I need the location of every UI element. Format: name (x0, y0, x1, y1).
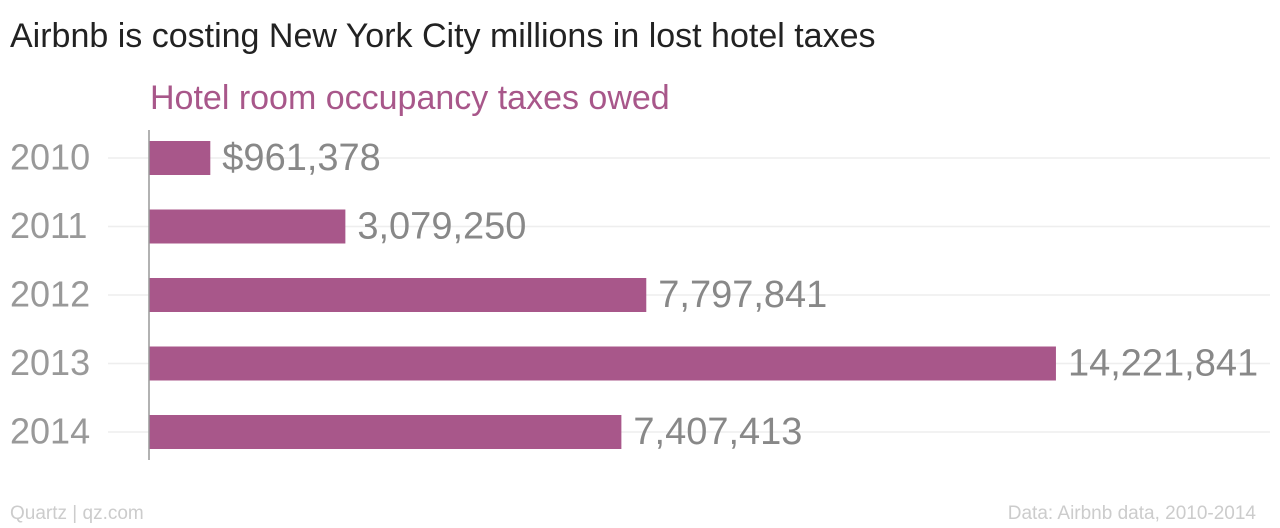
y-tick-label: 2010 (10, 137, 90, 178)
value-label: 3,079,250 (357, 206, 526, 248)
value-label: 7,407,413 (633, 411, 802, 453)
bar (149, 209, 346, 244)
chart-title: Airbnb is costing New York City millions… (10, 17, 876, 55)
y-tick-label: 2013 (10, 342, 90, 383)
value-label: 14,221,841 (1068, 343, 1258, 385)
bar (149, 415, 622, 449)
value-label: $961,378 (222, 137, 381, 179)
bar (149, 278, 647, 312)
y-tick-label: 2014 (10, 411, 90, 452)
bar (149, 346, 1056, 381)
y-tick-label: 2012 (10, 274, 90, 315)
source-left: Quartz | qz.com (10, 503, 144, 524)
chart-subtitle: Hotel room occupancy taxes owed (150, 79, 670, 117)
bar (149, 141, 211, 175)
value-label: 7,797,841 (658, 274, 827, 316)
source-right: Data: Airbnb data, 2010-2014 (1008, 503, 1257, 524)
y-tick-label: 2011 (10, 205, 87, 246)
